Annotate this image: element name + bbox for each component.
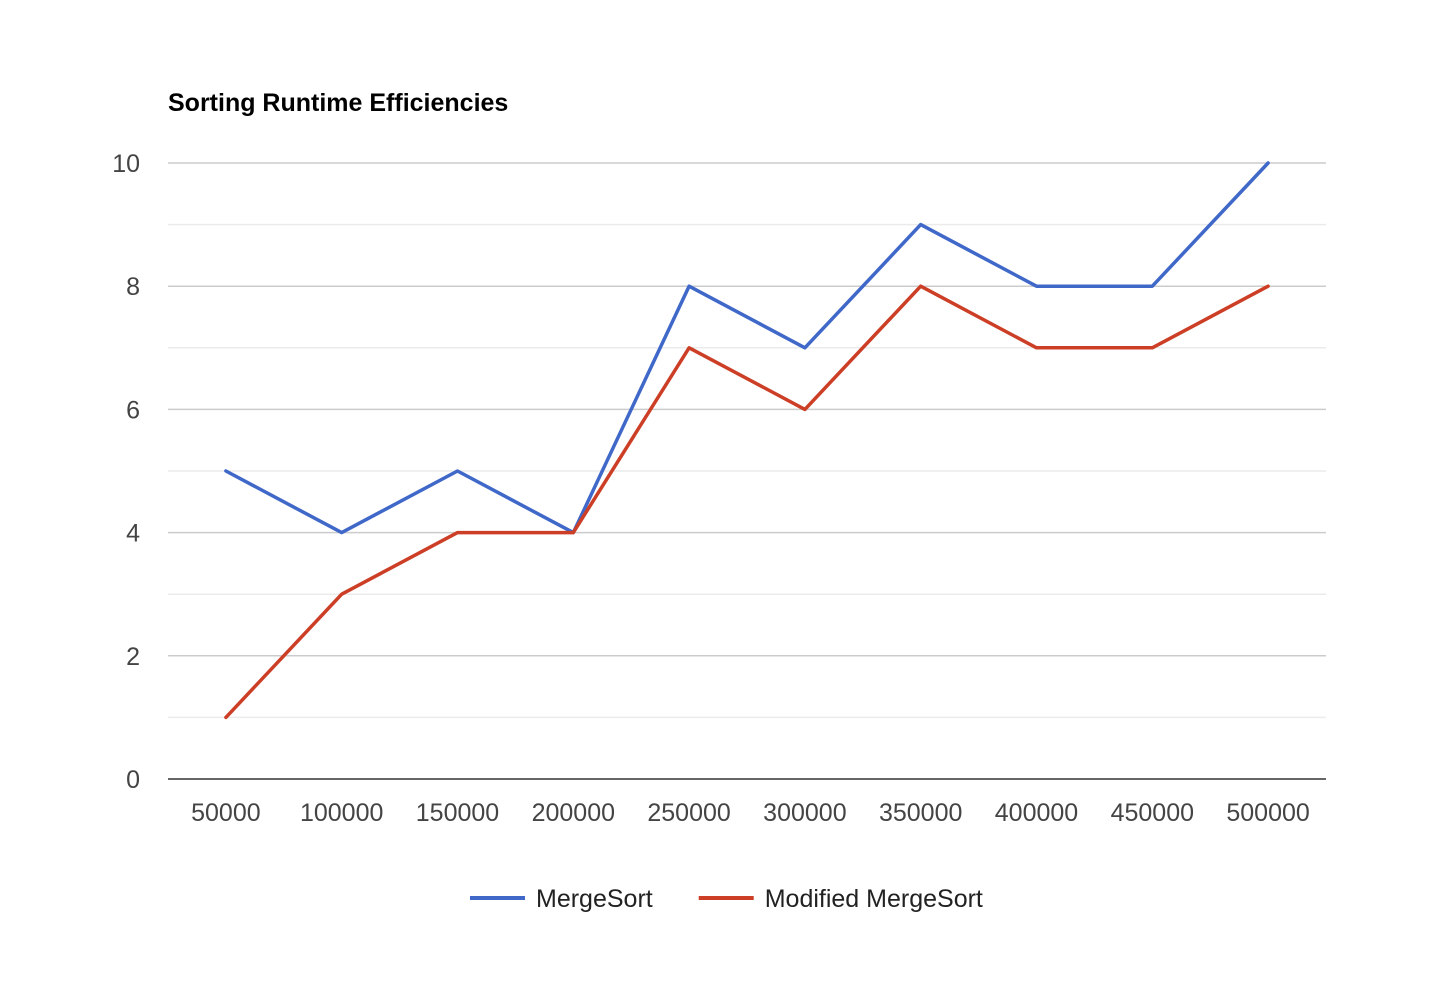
- y-tick-label: 0: [126, 766, 140, 794]
- y-tick-label: 10: [112, 150, 140, 178]
- x-tick-label: 350000: [879, 799, 962, 827]
- x-tick-label: 300000: [763, 799, 846, 827]
- series-line-1: [224, 161, 1270, 535]
- x-tick-label: 100000: [300, 799, 383, 827]
- y-tick-label: 4: [126, 520, 140, 548]
- x-tick-label: 450000: [1111, 799, 1194, 827]
- legend-label: Modified MergeSort: [765, 885, 983, 913]
- legend-item-2: Modified MergeSort: [698, 885, 983, 913]
- x-tick-label: 400000: [995, 799, 1078, 827]
- x-tick-label: 200000: [532, 799, 615, 827]
- y-tick-label: 2: [126, 643, 140, 671]
- y-tick-label: 8: [126, 273, 140, 301]
- legend: MergeSort Modified MergeSort: [470, 885, 983, 913]
- series-lines: [224, 161, 1270, 720]
- chart-title: Sorting Runtime Efficiencies: [168, 89, 508, 117]
- y-tick-label: 6: [126, 396, 140, 424]
- x-tick-label: 50000: [191, 799, 261, 827]
- gridlines: [168, 162, 1326, 719]
- axes: 0 2 4 6 8 10 50000 100000 150000 200000 250000 3000…: [112, 150, 1326, 827]
- x-tick-label: 500000: [1226, 799, 1309, 827]
- x-tick-label: 250000: [647, 799, 730, 827]
- x-tick-label: 150000: [416, 799, 499, 827]
- legend-item-1: MergeSort: [470, 885, 653, 913]
- series-line-2: [224, 284, 1270, 720]
- legend-label: MergeSort: [536, 885, 653, 913]
